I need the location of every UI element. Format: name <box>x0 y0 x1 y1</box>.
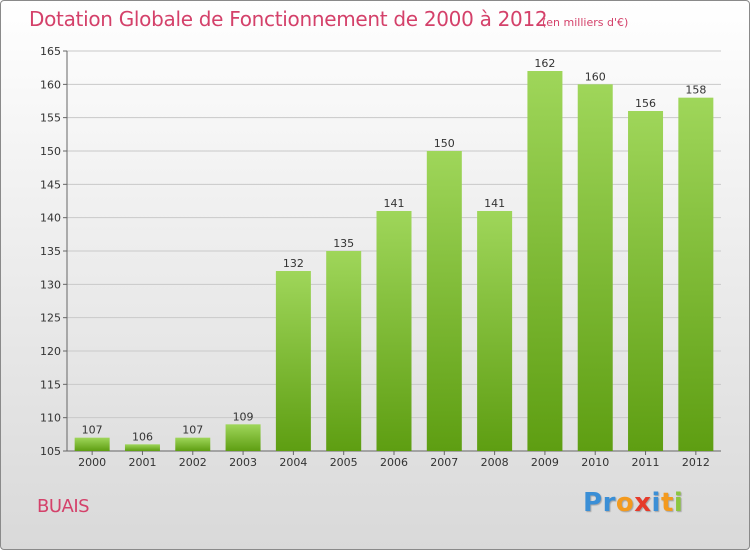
y-tick-label: 125 <box>40 312 61 325</box>
logo-letter: P <box>583 488 603 518</box>
y-tick-label: 165 <box>40 45 61 58</box>
data-label-2007: 150 <box>434 137 455 150</box>
x-tick-label: 2010 <box>581 456 609 469</box>
y-tick-label: 155 <box>40 112 61 125</box>
bar-2003 <box>225 424 261 451</box>
bar-2005 <box>326 251 362 451</box>
data-label-2001: 106 <box>132 430 153 443</box>
x-tick-label: 2002 <box>179 456 207 469</box>
bar-2011 <box>628 111 664 451</box>
x-tick-label: 2001 <box>128 456 156 469</box>
y-tick-label: 140 <box>40 212 61 225</box>
data-label-2000: 107 <box>82 424 103 437</box>
x-tick-label: 2008 <box>481 456 509 469</box>
logo-letter: r <box>602 488 616 518</box>
x-tick-label: 2005 <box>330 456 358 469</box>
proxiti-logo: Proxiti <box>583 488 683 518</box>
y-tick-label: 130 <box>40 278 61 291</box>
data-label-2003: 109 <box>233 410 254 423</box>
x-tick-label: 2000 <box>78 456 106 469</box>
logo-letter: o <box>615 488 635 518</box>
data-label-2009: 162 <box>534 57 555 70</box>
x-tick-label: 2007 <box>430 456 458 469</box>
bar-2004 <box>275 271 311 451</box>
commune-name: BUAIS <box>37 496 90 517</box>
data-label-2012: 158 <box>685 84 706 97</box>
chart-subtitle: (en milliers d'€) <box>542 16 629 29</box>
x-tick-label: 2004 <box>279 456 307 469</box>
logo-letter: i <box>651 488 661 518</box>
logo-letter: t <box>660 488 674 518</box>
y-tick-label: 160 <box>40 78 61 91</box>
axes: 105 110 115 120 125 130 135 140 145 150 155 160 165 2… <box>40 45 721 469</box>
y-tick-label: 110 <box>40 412 61 425</box>
data-label-2010: 160 <box>585 70 606 83</box>
logo-letter: x <box>634 488 652 518</box>
logo-letter: i <box>673 488 684 518</box>
bar-2002 <box>175 437 211 451</box>
x-tick-label: 2009 <box>531 456 559 469</box>
y-tick-label: 145 <box>40 178 61 191</box>
x-tick-label: 2006 <box>380 456 408 469</box>
bar-2006 <box>376 211 412 451</box>
y-tick-label: 135 <box>40 245 61 258</box>
bar-2000 <box>74 437 110 451</box>
x-tick-label: 2011 <box>632 456 660 469</box>
data-label-2006: 141 <box>384 197 405 210</box>
bar-2010 <box>577 84 613 451</box>
x-tick-label: 2003 <box>229 456 257 469</box>
data-label-2004: 132 <box>283 257 304 270</box>
x-tick-label: 2012 <box>682 456 710 469</box>
bar-2009 <box>527 71 563 451</box>
bar-2012 <box>678 97 714 452</box>
y-tick-label: 150 <box>40 145 61 158</box>
data-label-2008: 141 <box>484 197 505 210</box>
y-tick-label: 105 <box>40 445 61 458</box>
bar-2008 <box>477 211 513 451</box>
bars <box>74 71 714 452</box>
bar-2001 <box>124 444 160 451</box>
data-label-2011: 156 <box>635 97 656 110</box>
chart-title: Dotation Globale de Fonctionnement de 20… <box>29 7 548 31</box>
bar-2007 <box>426 151 462 451</box>
data-label-2002: 107 <box>182 424 203 437</box>
y-tick-label: 120 <box>40 345 61 358</box>
data-label-2005: 135 <box>333 237 354 250</box>
y-tick-label: 115 <box>40 378 61 391</box>
data-labels: 107 106 107 109 132 135 141 150 141 162 160 156 158 <box>82 57 707 443</box>
